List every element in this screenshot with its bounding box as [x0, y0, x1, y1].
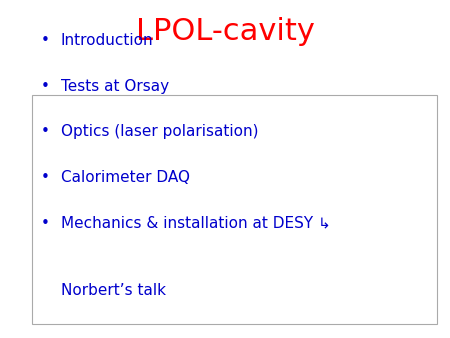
Text: Norbert’s talk: Norbert’s talk [61, 283, 166, 297]
Text: •: • [40, 170, 50, 185]
Text: •: • [40, 216, 50, 231]
Text: Introduction: Introduction [61, 33, 153, 48]
Text: •: • [40, 124, 50, 139]
Text: Mechanics & installation at DESY ↳: Mechanics & installation at DESY ↳ [61, 216, 330, 231]
Text: •: • [40, 79, 50, 94]
Text: Calorimeter DAQ: Calorimeter DAQ [61, 170, 190, 185]
Text: •: • [40, 33, 50, 48]
Text: Optics (laser polarisation): Optics (laser polarisation) [61, 124, 258, 139]
Text: Tests at Orsay: Tests at Orsay [61, 79, 169, 94]
Text: LPOL-cavity: LPOL-cavity [135, 17, 315, 46]
FancyBboxPatch shape [32, 95, 436, 324]
